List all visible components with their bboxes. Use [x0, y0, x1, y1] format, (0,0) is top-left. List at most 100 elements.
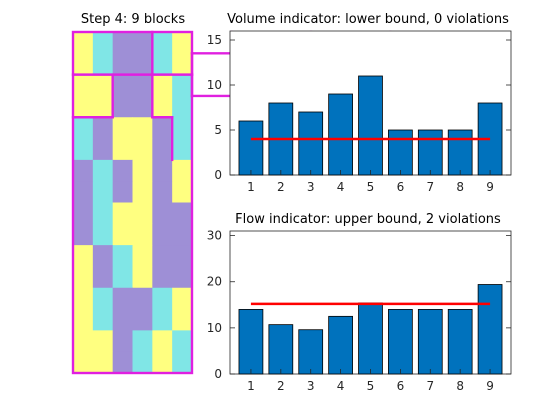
grid-cell	[132, 351, 153, 374]
grid-cell	[73, 159, 94, 182]
grid-cell	[73, 245, 94, 267]
grid-cell	[172, 245, 193, 267]
grid-cell	[112, 245, 133, 267]
grid-cell	[132, 159, 153, 182]
y-tick-label: 0	[214, 168, 222, 182]
grid-cell	[73, 181, 94, 203]
grid-cell	[172, 53, 193, 76]
x-tick-label: 4	[337, 180, 345, 194]
grid-cell	[172, 138, 193, 161]
grid-cell	[172, 266, 193, 289]
grid-cell	[112, 287, 133, 310]
x-tick-label: 8	[456, 379, 464, 393]
y-tick-label: 30	[207, 229, 222, 243]
grid-cell	[112, 309, 133, 331]
bar	[477, 284, 503, 375]
bar	[328, 315, 353, 375]
grid-cell	[152, 53, 173, 76]
grid-cell	[112, 74, 133, 97]
x-tick-label: 6	[397, 180, 405, 194]
grid-cell	[112, 95, 133, 118]
grid-cell	[132, 32, 153, 54]
grid-cell	[92, 266, 114, 289]
grid-cell	[73, 266, 94, 289]
grid-cell	[172, 117, 193, 139]
grid-cell	[132, 95, 153, 118]
grid-cell	[132, 223, 153, 246]
grid-cell	[73, 351, 94, 374]
grid-cell	[172, 159, 193, 182]
grid-cell	[132, 53, 153, 76]
grid-cell	[172, 309, 193, 331]
grid-cell	[73, 32, 94, 54]
x-tick-label: 7	[426, 379, 434, 393]
grid-cell	[172, 95, 193, 118]
grid-cell	[152, 330, 173, 353]
grid-cell	[112, 351, 133, 374]
x-tick-label: 8	[456, 180, 464, 194]
grid-cell	[92, 245, 114, 267]
x-tick-label: 7	[426, 180, 434, 194]
grid-cell	[172, 330, 193, 353]
grid-cell	[112, 202, 133, 225]
grid-cell	[112, 159, 133, 182]
grid-cell	[132, 74, 153, 97]
grid-cell	[73, 53, 94, 76]
grid-cell	[132, 330, 153, 353]
bar	[268, 324, 294, 375]
x-tick-label: 5	[367, 379, 375, 393]
grid-cell	[92, 53, 114, 76]
grid-cell	[92, 223, 114, 246]
chart-1-title: Volume indicator: lower bound, 0 violati…	[227, 12, 509, 27]
grid-cell	[172, 287, 193, 310]
grid-cell	[73, 138, 94, 161]
x-tick-label: 2	[277, 379, 285, 393]
x-tick-label: 2	[277, 180, 285, 194]
grid-cell	[73, 95, 94, 118]
grid-cell	[152, 32, 173, 54]
grid-cell	[92, 74, 114, 97]
grid-cell	[172, 32, 193, 54]
x-tick-label: 5	[367, 180, 375, 194]
grid-cell	[92, 351, 114, 374]
grid-cell	[112, 223, 133, 246]
x-tick-label: 6	[397, 379, 405, 393]
grid-cell	[132, 117, 153, 139]
grid-cell	[132, 245, 153, 267]
grid-cell	[92, 309, 114, 331]
grid-cell	[92, 95, 114, 118]
bar	[388, 309, 413, 375]
grid-cell	[92, 181, 114, 203]
x-tick-label: 3	[307, 180, 315, 194]
grid-cell	[132, 309, 153, 331]
left-panel-title: Step 4: 9 blocks	[80, 12, 186, 27]
x-tick-label: 1	[247, 180, 255, 194]
y-tick-label: 15	[207, 33, 222, 47]
x-tick-label: 9	[486, 180, 494, 194]
grid-cell	[112, 32, 133, 54]
grid-cell	[92, 287, 114, 310]
grid-cell	[172, 202, 193, 225]
grid-cell	[152, 202, 173, 225]
grid-cell	[132, 181, 153, 203]
grid-cell	[152, 223, 173, 246]
bar	[298, 329, 324, 375]
grid-cell	[152, 138, 173, 161]
grid-cell	[172, 351, 193, 374]
y-tick-label: 20	[207, 275, 222, 289]
grid-cell	[152, 159, 173, 182]
grid-cell	[112, 117, 133, 139]
x-tick-label: 3	[307, 379, 315, 393]
x-tick-label: 4	[337, 379, 345, 393]
grid-cell	[112, 53, 133, 76]
y-tick-label: 10	[207, 78, 222, 92]
grid-cell	[92, 202, 114, 225]
bar	[238, 309, 264, 375]
grid-cell	[152, 245, 173, 267]
grid-cell	[73, 330, 94, 353]
grid-cell	[112, 266, 133, 289]
grid-cell	[73, 117, 94, 139]
grid-cell	[73, 74, 94, 97]
